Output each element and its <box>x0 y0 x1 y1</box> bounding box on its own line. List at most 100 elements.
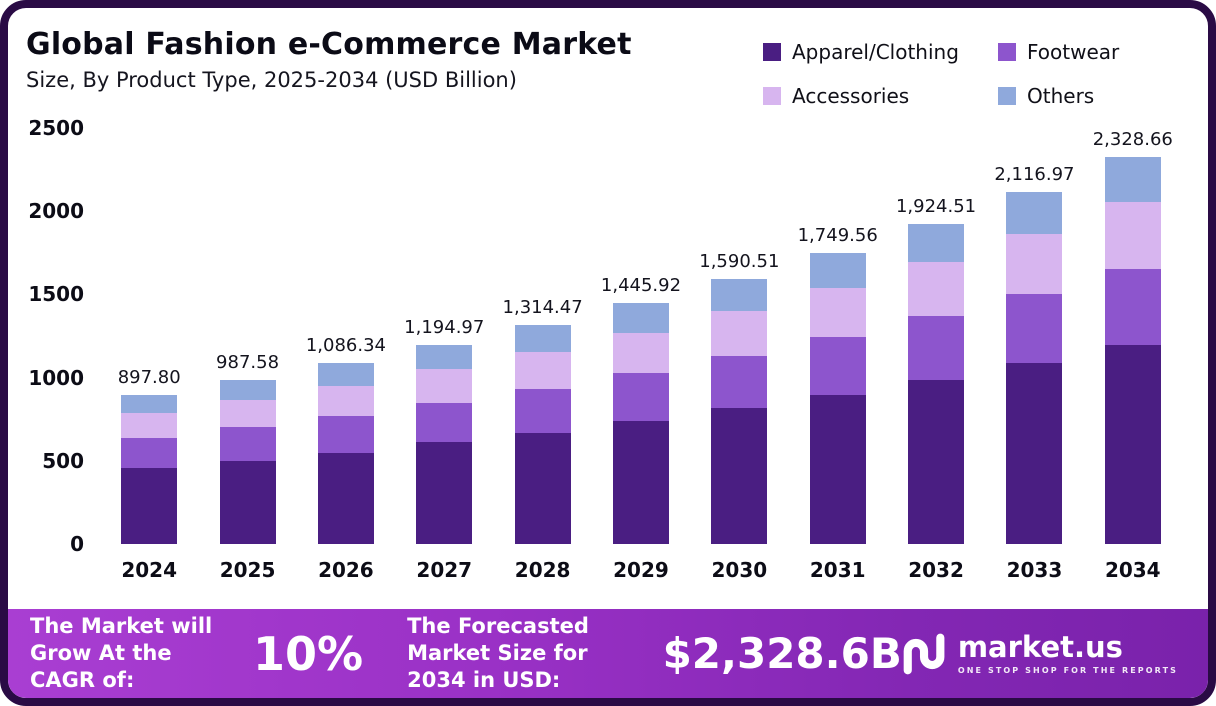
legend-swatch-others <box>998 87 1016 105</box>
forecast-label: The Forecasted Market Size for 2034 in U… <box>407 613 589 693</box>
bar-segment-accessories-2028 <box>514 351 571 390</box>
legend-label-accessories: Accessories <box>792 84 910 108</box>
bar-segment-others-2033 <box>1006 191 1063 234</box>
bar-segment-others-2034 <box>1104 156 1161 203</box>
bar-segment-others-2024 <box>121 394 178 414</box>
y-tick-label-0: 0 <box>70 532 84 556</box>
chart-area: 0 500 1000 1500 2000 2500 897.80 987.58 1,086.3… <box>8 108 1208 609</box>
bar-segment-accessories-2031 <box>809 287 866 337</box>
legend-label-apparel-clothing: Apparel/Clothing <box>792 40 959 64</box>
x-tick-label-2029: 2029 <box>613 558 669 582</box>
bar-segment-footwear-2027 <box>416 402 473 443</box>
bar-segment-footwear-2033 <box>1006 293 1063 364</box>
legend-item-accessories: Accessories <box>763 84 978 108</box>
brand-logo: market.us ONE STOP SHOP FOR THE REPORTS <box>902 631 1178 677</box>
legend-item-others: Others <box>998 84 1178 108</box>
title-block: Global Fashion e-Commerce Market Size, B… <box>26 24 632 92</box>
y-tick-label-2500: 2500 <box>28 116 84 140</box>
bar-total-label-2026: 1,086.34 <box>305 335 386 357</box>
x-tick-label-2026: 2026 <box>318 558 374 582</box>
bar-segment-footwear-2025 <box>219 426 276 461</box>
x-tick-label-2024: 2024 <box>121 558 178 582</box>
bar-segment-others-2025 <box>219 379 276 401</box>
bar-stack-2033 <box>1006 191 1063 544</box>
bar-total-label-2034: 2,328.66 <box>1092 128 1173 150</box>
page-subtitle: Size, By Product Type, 2025-2034 (USD Bi… <box>26 67 517 92</box>
chart-legend: Apparel/Clothing Footwear Accessories Other… <box>763 24 1178 108</box>
bar-stack-2027 <box>416 345 473 544</box>
bar-segment-footwear-2026 <box>317 415 374 454</box>
legend-label-footwear: Footwear <box>1027 40 1120 64</box>
bar-segment-accessories-2024 <box>121 413 178 438</box>
x-tick-label-2032: 2032 <box>908 558 964 582</box>
bar-segment-others-2032 <box>908 223 965 262</box>
y-tick-label-1000: 1000 <box>28 365 84 390</box>
bar-column-2030: 1,590.51 <box>690 128 788 544</box>
bar-segment-others-2027 <box>416 345 473 370</box>
bar-segment-apparel-clothing-2029 <box>612 420 669 544</box>
bar-column-2024: 897.80 <box>100 128 198 544</box>
bar-segment-accessories-2025 <box>219 400 276 427</box>
bar-total-label-2028: 1,314.47 <box>502 297 583 319</box>
bar-segment-accessories-2030 <box>711 311 768 356</box>
bar-segment-others-2031 <box>809 252 866 288</box>
bar-segment-others-2029 <box>612 303 669 333</box>
bar-column-2033: 2,116.97 <box>985 128 1083 544</box>
legend-swatch-accessories <box>763 87 781 105</box>
bar-segment-others-2030 <box>711 279 768 312</box>
bar-total-label-2033: 2,116.97 <box>994 163 1075 185</box>
chart-body: 0 500 1000 1500 2000 2500 897.80 987.58 1,086.3… <box>26 116 1182 556</box>
legend-label-others: Others <box>1027 84 1095 108</box>
bar-segment-others-2026 <box>317 363 374 386</box>
page-title: Global Fashion e-Commerce Market <box>26 27 632 62</box>
bar-segment-apparel-clothing-2025 <box>219 460 276 544</box>
bar-segment-footwear-2029 <box>612 372 669 421</box>
bar-column-2031: 1,749.56 <box>789 128 887 544</box>
bar-segment-footwear-2030 <box>711 355 768 409</box>
market-us-icon <box>903 633 945 674</box>
bar-total-label-2030: 1,590.51 <box>699 251 780 273</box>
bar-segment-apparel-clothing-2024 <box>121 468 178 544</box>
bar-total-label-2025: 987.58 <box>216 351 280 373</box>
bar-stack-2026 <box>317 363 374 544</box>
x-tick-label-2028: 2028 <box>514 558 571 582</box>
bar-total-label-2031: 1,749.56 <box>797 224 878 246</box>
bar-column-2032: 1,924.51 <box>887 128 985 544</box>
x-tick-label-2033: 2033 <box>1006 558 1063 582</box>
cagr-value: 10% <box>253 626 364 681</box>
legend-item-apparel-clothing: Apparel/Clothing <box>763 40 978 64</box>
bar-segment-accessories-2026 <box>317 385 374 416</box>
bar-segment-accessories-2027 <box>416 369 473 403</box>
x-axis: 2024 2025 2026 2027 2028 2029 2030 2031 2032 2033… <box>100 544 1182 588</box>
bar-stack-2034 <box>1104 156 1161 544</box>
y-tick-label-2000: 2000 <box>28 199 84 224</box>
bar-segment-footwear-2028 <box>514 389 571 433</box>
bar-segment-footwear-2031 <box>809 336 866 396</box>
x-tick-label-2031: 2031 <box>809 558 866 582</box>
bar-total-label-2024: 897.80 <box>117 366 181 388</box>
brand-name: market.us <box>957 629 1123 664</box>
bar-stack-2025 <box>219 379 276 544</box>
bar-column-2026: 1,086.34 <box>297 128 395 544</box>
bar-total-label-2029: 1,445.92 <box>600 275 682 297</box>
bar-column-2028: 1,314.47 <box>493 128 591 544</box>
bar-segment-apparel-clothing-2030 <box>711 408 768 544</box>
bar-segment-footwear-2032 <box>908 316 965 381</box>
forecast-value: $2,328.6B <box>662 629 902 678</box>
bar-segment-accessories-2034 <box>1104 202 1161 269</box>
cagr-label: The Market will Grow At the CAGR of: <box>30 613 213 693</box>
bar-segment-apparel-clothing-2031 <box>809 395 866 544</box>
x-tick-label-2025: 2025 <box>219 558 276 582</box>
bar-segment-accessories-2032 <box>908 261 965 317</box>
legend-swatch-apparel-clothing <box>763 43 781 61</box>
bar-total-label-2027: 1,194.97 <box>404 317 485 339</box>
y-tick-label-500: 500 <box>42 448 84 473</box>
bar-segment-apparel-clothing-2033 <box>1006 363 1063 544</box>
bar-stack-2032 <box>908 223 965 544</box>
legend-item-footwear: Footwear <box>998 40 1178 64</box>
bar-segment-footwear-2024 <box>121 437 178 469</box>
bar-segment-apparel-clothing-2032 <box>908 380 965 544</box>
bar-segment-apparel-clothing-2034 <box>1104 345 1161 544</box>
bar-segment-accessories-2033 <box>1006 233 1063 294</box>
